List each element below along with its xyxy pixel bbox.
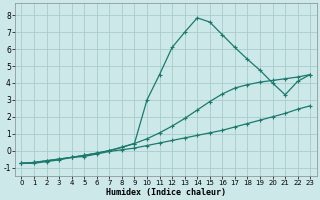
X-axis label: Humidex (Indice chaleur): Humidex (Indice chaleur) xyxy=(106,188,226,197)
